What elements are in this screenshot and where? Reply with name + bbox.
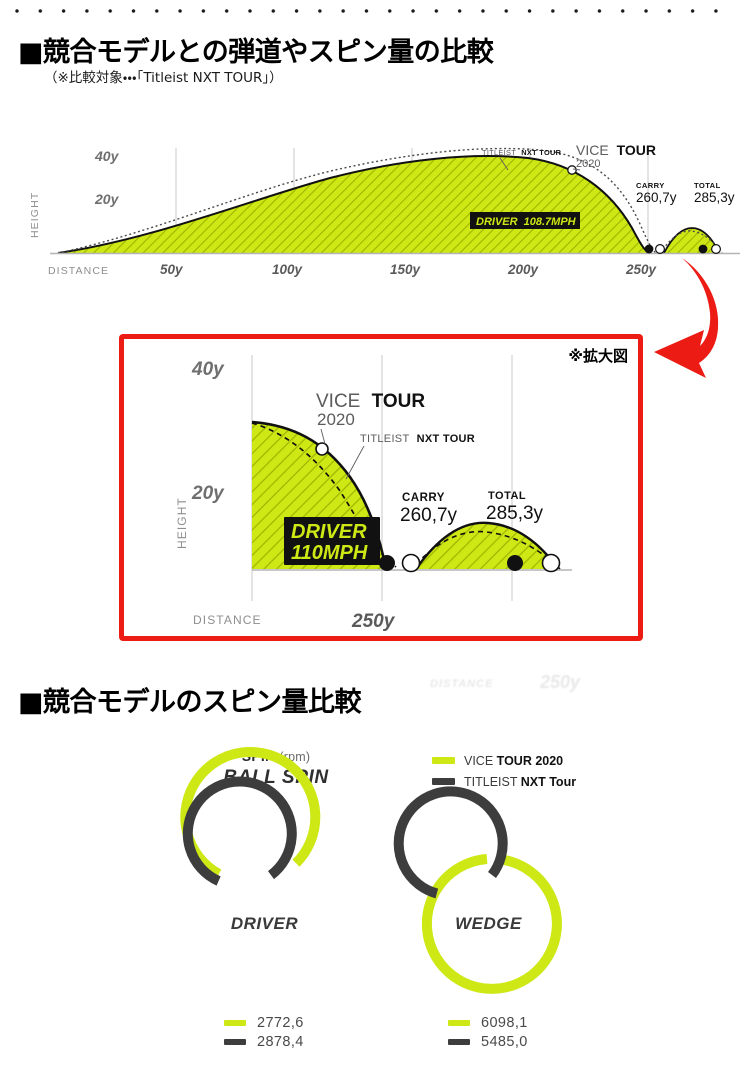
svg-text:DRIVER 108.7MPH: DRIVER 108.7MPH (476, 216, 577, 228)
carry-value: 260,7y (636, 190, 677, 205)
titleist-bounce-line (659, 230, 723, 254)
spin-legend: VICE TOUR 2020 TITLEIST NXT Tour (432, 750, 576, 792)
inset-x-axis-title: DISTANCE (193, 613, 262, 627)
svg-text:110MPH: 110MPH (291, 542, 368, 564)
vice-trajectory-line (57, 155, 650, 254)
titleist-callout: TITLEIST NXT TOUR (482, 148, 562, 157)
vice-year: 2020 (576, 158, 600, 170)
donut-driver-value-titleist: 2878,4 (224, 1032, 347, 1051)
inset-y-tick-40: 40y (191, 359, 225, 380)
inset-carry-label: CARRY (402, 492, 445, 504)
inset-titleist-bounce-line (409, 530, 561, 572)
inset-carry-value: 260,7y (400, 505, 458, 526)
legend-item-titleist: TITLEIST NXT Tour (432, 771, 576, 792)
page-title-trajectory: ■競合モデルとの弾道やスピン量の比較 (18, 37, 494, 68)
ghost-tick-text: 250y (540, 672, 581, 692)
value-swatch-vice-icon (224, 1019, 246, 1026)
donut-driver-ring-titleist (182, 776, 297, 886)
legend-label-vice: VICE TOUR 2020 (464, 753, 564, 768)
inset-vice-bounce-line (415, 521, 559, 570)
total-label: TOTAL (694, 181, 721, 190)
titleist-trajectory-line (57, 147, 657, 254)
donut-wedge-ring-vice (421, 854, 562, 994)
donut-driver-values: 2772,6 2878,4 (182, 1013, 347, 1051)
value-swatch-titleist-icon (448, 1038, 470, 1045)
x-tick-250: 250y (625, 262, 658, 277)
inset-vice-callout: VICE TOUR (316, 391, 425, 412)
inset-speed-badge: DRIVER 110MPH (284, 517, 380, 565)
inset-y-axis-title: HEIGHT (175, 497, 189, 549)
value-swatch-vice-icon (448, 1019, 470, 1026)
inset-total-marker-titleist (541, 553, 561, 573)
inset-total-label: TOTAL (488, 490, 526, 502)
inset-carry-marker-titleist (401, 553, 421, 573)
ghost-distance-text: DISTANCE (430, 678, 494, 690)
legend-label-titleist: TITLEIST NXT Tour (464, 774, 577, 789)
y-tick-20: 20y (94, 191, 120, 207)
page-subtitle-trajectory: （※比較対象・・・「Titleist NXT TOUR」） (44, 70, 283, 86)
donut-wedge-value-titleist: 5485,0 (448, 1032, 571, 1051)
x-tick-100: 100y (272, 262, 304, 277)
inset-vice-year: 2020 (317, 410, 355, 429)
x-tick-50: 50y (160, 262, 184, 277)
svg-text:DRIVER: DRIVER (291, 521, 367, 543)
magnified-inset-box: ※拡大図 (119, 334, 643, 641)
total-marker-titleist (710, 243, 721, 254)
x-tick-200: 200y (507, 262, 540, 277)
donut-wedge-value-vice: 6098,1 (448, 1013, 571, 1032)
donut-wedge-values: 6098,1 5485,0 (406, 1013, 571, 1051)
main-trajectory-chart: 40y 20y HEIGHT 50y 100y 150y 200y 250y D… (0, 128, 750, 288)
inset-total-marker-vice (507, 555, 523, 571)
total-marker-vice (698, 244, 708, 254)
page-title-spin: ■競合モデルのスピン量比較 (18, 687, 362, 718)
carry-marker-titleist (654, 243, 665, 254)
legend-item-vice: VICE TOUR 2020 (432, 750, 576, 771)
inset-titleist-line (251, 422, 397, 568)
donut-driver-value-vice: 2772,6 (224, 1013, 347, 1032)
x-tick-150: 150y (390, 262, 422, 277)
x-axis-title: DISTANCE (48, 265, 109, 277)
donut-driver: DRIVER 2772,6 2878,4 (180, 746, 347, 1051)
inset-apex-marker-vice (315, 442, 329, 456)
speed-badge: DRIVER 108.7MPH (470, 212, 580, 229)
inset-x-tick-250: 250y (351, 611, 396, 632)
y-axis-title: HEIGHT (29, 192, 41, 238)
zoom-arrow-icon (620, 252, 750, 387)
dotted-divider (14, 8, 736, 14)
donut-wedge: WEDGE 6098,1 5485,0 (393, 786, 571, 1051)
donut-wedge-ring-titleist (393, 786, 508, 899)
inset-total-value: 285,3y (486, 503, 544, 524)
ghost-artifact: DISTANCE 250y (430, 672, 630, 698)
inset-y-tick-20: 20y (191, 483, 225, 504)
inset-titleist-callout: TITLEIST NXT TOUR (360, 433, 475, 445)
vice-flight-area (58, 156, 719, 253)
inset-carry-marker-vice (379, 555, 395, 571)
carry-marker-vice (644, 244, 654, 254)
carry-label: CARRY (636, 181, 665, 190)
legend-swatch-titleist-icon (432, 778, 455, 785)
total-value: 285,3y (694, 190, 735, 205)
legend-swatch-vice-icon (432, 757, 455, 764)
inset-trajectory-chart: 40y 20y HEIGHT DISTANCE 250y VICE TOUR 2… (175, 355, 572, 632)
vice-bounce-line (663, 227, 720, 254)
y-tick-40: 40y (94, 148, 120, 164)
vice-callout: VICE TOUR (576, 142, 656, 158)
zoom-note-label: ※拡大図 (568, 347, 628, 365)
apex-marker-vice (567, 165, 577, 175)
value-swatch-titleist-icon (224, 1038, 246, 1045)
